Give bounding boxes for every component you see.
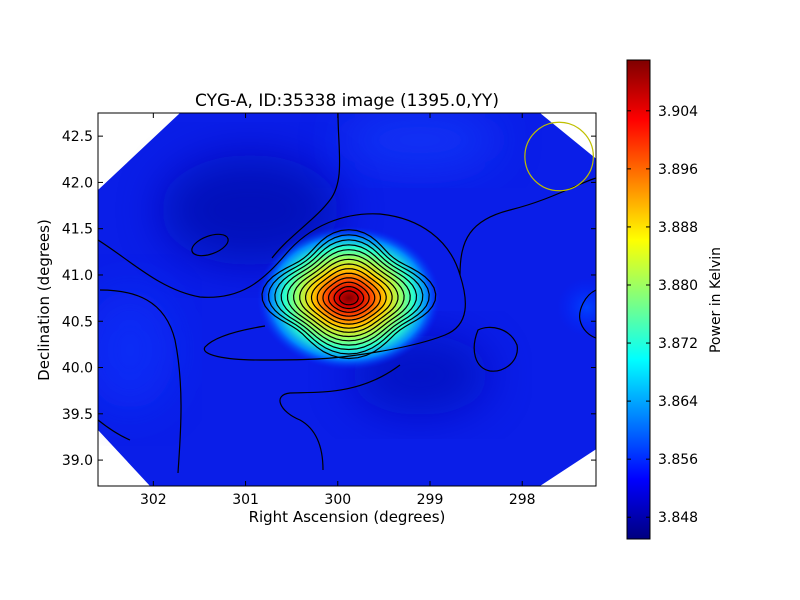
contour-line — [280, 244, 418, 346]
colorbar-tick-label: 3.872 — [658, 336, 698, 352]
contour-outer — [99, 289, 182, 474]
source-glow — [556, 277, 596, 338]
contour-line — [338, 290, 359, 306]
contour-outer — [271, 113, 341, 259]
chart-title: CYG-A, ID:35338 image (1395.0,YY) — [195, 91, 499, 111]
contour-line — [274, 239, 424, 351]
x-tick-label: 302 — [140, 492, 167, 508]
contour-line — [261, 229, 437, 360]
y-tick-label: 42.5 — [62, 129, 93, 145]
contour-lines — [98, 113, 596, 474]
colorbar-tick-label: 3.888 — [658, 220, 698, 236]
x-axis-label: Right Ascension (degrees) — [249, 508, 446, 526]
x-ticks: 302 301 300 299 298 — [140, 113, 536, 508]
colorbar-tick-label: 3.896 — [658, 162, 698, 178]
contour-line — [304, 263, 393, 329]
y-tick-label: 41.5 — [62, 222, 93, 238]
contour-line — [310, 268, 387, 325]
colorbar-tick-label: 3.856 — [658, 452, 698, 468]
contour-island — [473, 326, 518, 372]
colorbar-ticks: 3.848 3.856 3.864 3.872 3.880 3.888 3.896 3.904 — [627, 104, 698, 526]
source-glow — [256, 226, 441, 371]
y-ticks: 39.0 39.5 40.0 40.5 41.0 41.5 42.0 42.5 — [62, 129, 596, 469]
contour-line — [322, 277, 376, 317]
contour-outer — [98, 213, 466, 361]
colorbar-tick-label: 3.864 — [658, 394, 698, 410]
y-axis-label: Declination (degrees) — [35, 219, 53, 381]
y-tick-label: 40.5 — [62, 314, 93, 330]
y-tick-label: 39.5 — [62, 407, 93, 423]
contour-island — [579, 289, 596, 339]
heatmap-image — [98, 113, 596, 486]
axes-frame — [97, 112, 597, 487]
contour-outer — [98, 419, 131, 441]
contour-line — [333, 286, 365, 310]
contour-outer — [279, 364, 401, 471]
contour-line — [328, 281, 370, 313]
y-tick-label: 41.0 — [62, 268, 93, 284]
contour-line — [267, 234, 430, 355]
x-tick-label: 300 — [324, 492, 351, 508]
contour-line — [286, 249, 411, 342]
colorbar-tick-label: 3.880 — [658, 278, 698, 294]
contour-line — [316, 272, 381, 321]
light-region — [340, 113, 500, 170]
colorbar-label: Power in Kelvin — [708, 247, 724, 353]
contour-line — [292, 253, 405, 338]
colorbar — [626, 59, 651, 540]
y-tick-label: 42.0 — [62, 175, 93, 191]
contour-line — [299, 258, 399, 333]
y-tick-label: 39.0 — [62, 453, 93, 469]
light-region — [98, 290, 175, 410]
colorbar-tick-label: 3.904 — [658, 104, 698, 120]
contour-island — [191, 233, 229, 257]
x-tick-label: 301 — [232, 492, 259, 508]
colorbar-tick-label: 3.848 — [658, 510, 698, 526]
beam-circle — [524, 121, 594, 192]
y-tick-label: 40.0 — [62, 361, 93, 377]
x-tick-label: 298 — [509, 492, 536, 508]
x-tick-label: 299 — [417, 492, 444, 508]
